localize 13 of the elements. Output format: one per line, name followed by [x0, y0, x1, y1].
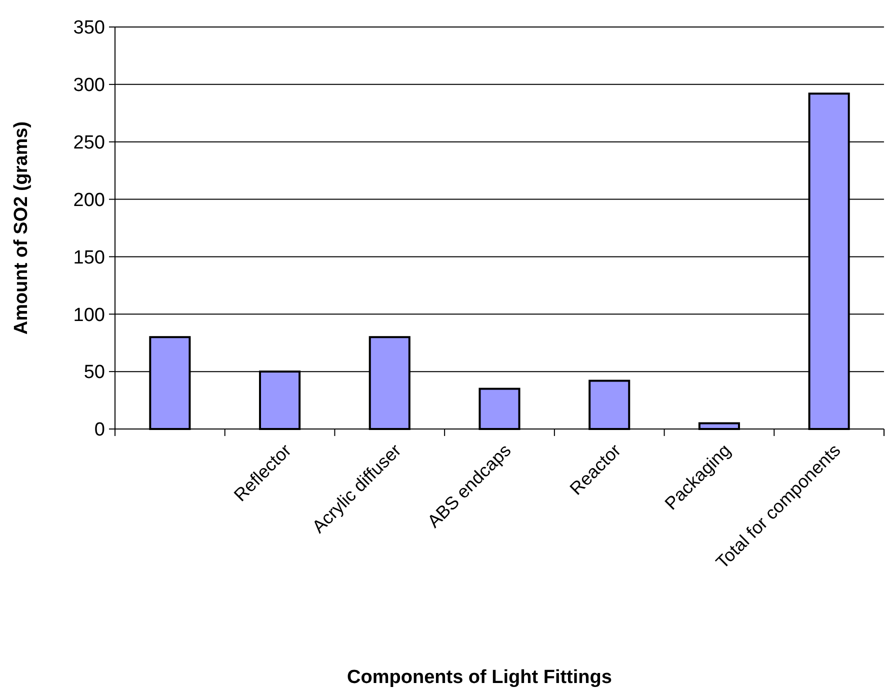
bar	[698, 422, 740, 430]
y-tick-label: 350	[73, 18, 105, 39]
bar	[478, 388, 520, 430]
y-tick-label: 300	[73, 75, 105, 96]
y-tick-label: 150	[73, 247, 105, 268]
y-tick-label: 250	[73, 132, 105, 154]
y-tick-label: 200	[73, 190, 105, 211]
y-tick-label: 100	[73, 304, 105, 326]
x-axis-title: Components of Light Fittings	[347, 667, 612, 688]
y-tick-label: 0	[94, 420, 105, 441]
y-axis-title: Amount of SO2 (grams)	[11, 121, 32, 335]
bar	[588, 380, 630, 430]
y-tick-label: 50	[84, 362, 105, 384]
